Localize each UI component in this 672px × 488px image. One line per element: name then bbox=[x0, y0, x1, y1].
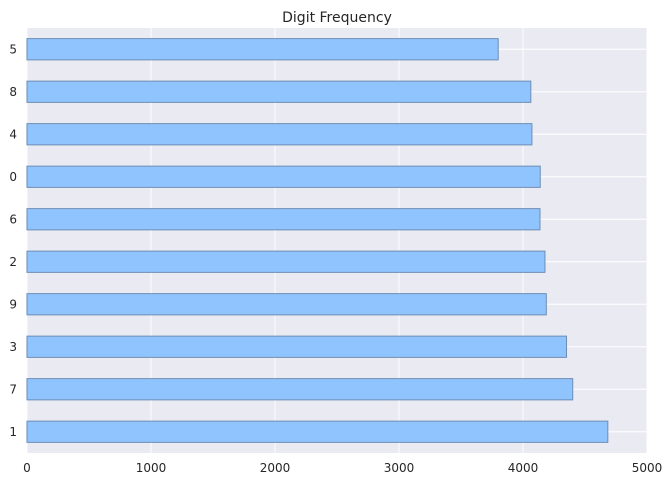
x-tick-label: 4000 bbox=[508, 461, 539, 475]
x-tick-label: 0 bbox=[23, 461, 31, 475]
y-tick-label: 4 bbox=[9, 127, 17, 141]
x-tick-labels: 0 1000 2000 3000 4000 5000 bbox=[23, 461, 662, 475]
bar-digit-7 bbox=[26, 378, 574, 401]
x-tick-label: 5000 bbox=[632, 461, 663, 475]
y-tick-label: 7 bbox=[9, 382, 17, 396]
x-tick-label: 2000 bbox=[260, 461, 291, 475]
bar-digit-5 bbox=[26, 38, 499, 61]
bar-digit-2 bbox=[26, 250, 546, 273]
y-tick-label: 0 bbox=[9, 170, 17, 184]
bars bbox=[26, 38, 609, 443]
chart-title: Digit Frequency bbox=[282, 10, 392, 26]
bar-digit-1 bbox=[26, 420, 609, 443]
x-tick-label: 1000 bbox=[136, 461, 167, 475]
y-tick-label: 9 bbox=[9, 297, 17, 311]
y-tick-label: 2 bbox=[9, 255, 17, 269]
y-tick-label: 6 bbox=[9, 212, 17, 226]
y-tick-labels: 5 8 4 0 6 2 9 3 7 1 bbox=[9, 42, 17, 439]
y-tick-label: 5 bbox=[9, 42, 17, 56]
bar-digit-9 bbox=[26, 293, 547, 316]
y-tick-label: 3 bbox=[9, 340, 17, 354]
bar-digit-3 bbox=[26, 335, 568, 358]
bar-digit-4 bbox=[26, 123, 533, 146]
bar-digit-0 bbox=[26, 165, 541, 188]
bar-digit-8 bbox=[26, 80, 532, 103]
y-tick-label: 8 bbox=[9, 85, 17, 99]
y-tick-label: 1 bbox=[9, 425, 17, 439]
x-tick-label: 3000 bbox=[384, 461, 415, 475]
bar-digit-6 bbox=[26, 208, 541, 231]
